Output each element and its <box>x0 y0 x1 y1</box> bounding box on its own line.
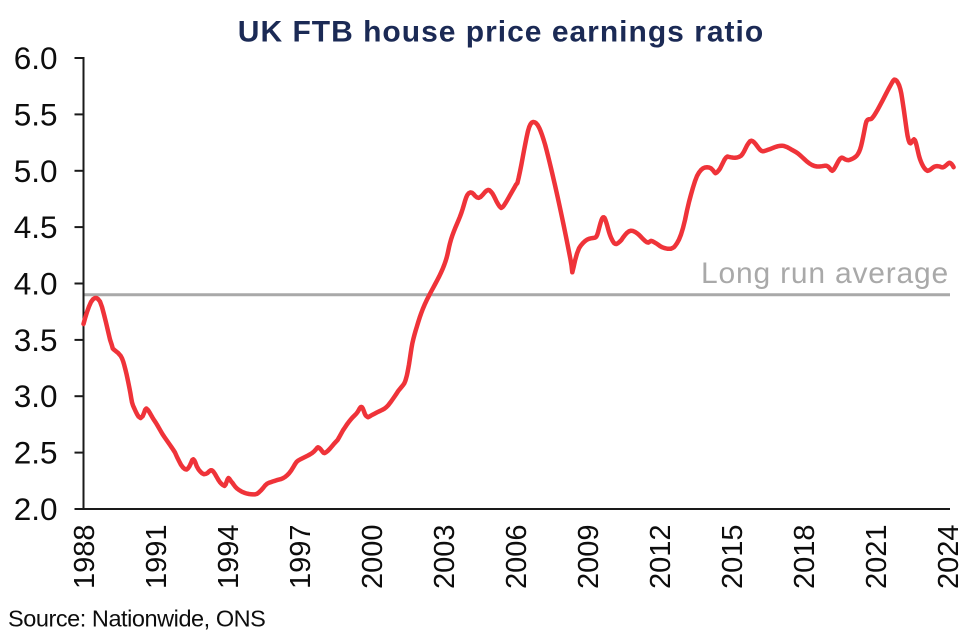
svg-text:2006: 2006 <box>501 524 533 589</box>
svg-text:4.5: 4.5 <box>14 209 58 245</box>
svg-text:2024: 2024 <box>933 524 965 589</box>
svg-text:1997: 1997 <box>285 524 317 589</box>
svg-text:1988: 1988 <box>69 524 101 589</box>
svg-text:UK FTB house price earnings ra: UK FTB house price earnings ratio <box>238 16 764 49</box>
svg-text:1994: 1994 <box>213 524 245 589</box>
svg-text:Long run average: Long run average <box>701 257 949 290</box>
svg-text:2000: 2000 <box>357 524 389 589</box>
svg-text:2012: 2012 <box>645 524 677 589</box>
svg-text:6.0: 6.0 <box>14 40 58 76</box>
svg-text:2003: 2003 <box>429 524 461 589</box>
svg-text:5.5: 5.5 <box>14 96 58 132</box>
svg-text:2.0: 2.0 <box>14 491 58 527</box>
svg-text:2015: 2015 <box>717 524 749 589</box>
svg-text:2009: 2009 <box>573 524 605 589</box>
svg-text:2018: 2018 <box>789 524 821 589</box>
svg-text:4.0: 4.0 <box>14 266 58 302</box>
svg-text:5.0: 5.0 <box>14 153 58 189</box>
svg-text:3.5: 3.5 <box>14 322 58 358</box>
svg-text:2.5: 2.5 <box>14 435 58 471</box>
svg-text:2021: 2021 <box>861 524 893 589</box>
svg-text:Source: Nationwide, ONS: Source: Nationwide, ONS <box>8 606 265 632</box>
svg-text:1991: 1991 <box>141 524 173 589</box>
svg-text:3.0: 3.0 <box>14 378 58 414</box>
